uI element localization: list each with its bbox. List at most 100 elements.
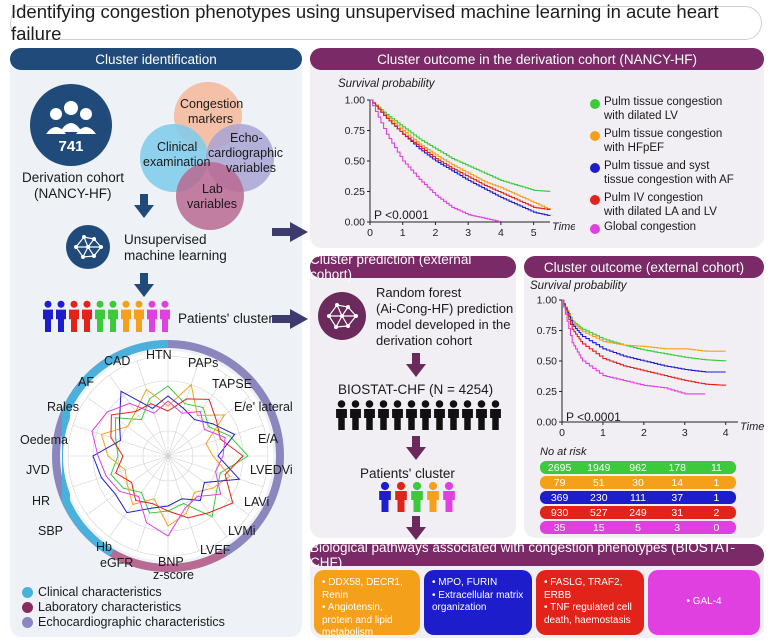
- km-legend-label: Global congestion: [604, 221, 697, 233]
- radar-label-zscore: z-score: [153, 568, 194, 582]
- person-icon: [443, 482, 455, 512]
- y-tick-label: 0.25: [345, 186, 366, 198]
- at-risk-value: 111: [630, 491, 646, 504]
- cluster-identification-header: Cluster identification: [10, 48, 302, 70]
- radar-grid-spoke: [108, 374, 169, 457]
- at-risk-value: 962: [629, 461, 647, 474]
- km-series-line: [562, 299, 706, 395]
- legend-lab-dot: [22, 602, 33, 613]
- arrow-down-icon: [134, 194, 154, 218]
- venn-diagram: [140, 82, 274, 230]
- radar-label-lvef: LVEF: [200, 543, 231, 557]
- y-tick-label: 0.75: [537, 325, 558, 337]
- at-risk-value: 79: [553, 476, 566, 489]
- at-risk-value: 2: [713, 506, 720, 519]
- y-tick-label: 1.00: [537, 295, 558, 307]
- x-tick-label: 2: [433, 227, 439, 239]
- y-tick-label: 0.25: [537, 386, 558, 398]
- person-icon: [378, 400, 389, 430]
- y-tick-label: 0.00: [537, 417, 558, 429]
- derivation-km-chart: 1.00 0.75 0.50 0.25 0.000 1 2 3 4 5 Time: [345, 95, 575, 240]
- radar-label-hb: Hb: [96, 540, 112, 554]
- legend-echo-label: Echocardiographic characteristics: [38, 615, 225, 629]
- x-tick-label: 0: [367, 227, 373, 239]
- ml-label: Unsupervised: [124, 232, 207, 247]
- radar-series-line: [92, 390, 241, 514]
- rf-label-1: Random forest: [376, 285, 462, 300]
- cohort-sublabel: (NANCY-HF): [34, 186, 112, 201]
- pathway-item: • Angiotensin, protein and lipid metabol…: [322, 602, 393, 638]
- rf-label-2: (Ai-Cong-HF) prediction: [376, 301, 514, 316]
- predicted-cluster-people: [378, 482, 458, 512]
- km-series-line: [370, 99, 551, 210]
- person-icon: [379, 482, 391, 512]
- x-tick-label: 1: [400, 227, 406, 239]
- venn-echo-label-3: variables: [226, 161, 277, 175]
- legend-echo-dot: [22, 617, 33, 628]
- venn-echo-label: Echo-: [230, 131, 263, 145]
- pathway-box-orange: • DDX58, DECR1, Renin • Angiotensin, pro…: [314, 570, 420, 638]
- arrow-right-icon: [272, 309, 308, 329]
- km-legend-label: Pulm IV congestion: [604, 192, 704, 204]
- radar-label-rales: Rales: [47, 400, 79, 414]
- external-ylabel: Survival probability: [530, 280, 627, 292]
- x-tick-label: 1: [600, 427, 606, 439]
- km-series-line: [370, 99, 551, 216]
- at-risk-value: 1: [713, 476, 720, 489]
- person-icon: [336, 400, 347, 430]
- radar-series-line: [110, 398, 244, 519]
- km-legend-dot: [590, 131, 600, 141]
- patients-cluster-people: [42, 300, 174, 334]
- external-pvalue: P <0.0001: [566, 410, 621, 424]
- pathway-item: • Extracellular matrix organization: [432, 589, 524, 614]
- x-tick-label: 5: [531, 227, 537, 239]
- radar-label-jvd: JVD: [26, 463, 50, 477]
- x-tick-label: 4: [498, 227, 504, 239]
- pathway-item: • GAL-4: [686, 596, 722, 607]
- radar-label-bnp: BNP: [158, 555, 184, 569]
- radar-chart: [52, 340, 284, 572]
- venn-lab-label: Lab: [202, 182, 223, 196]
- at-risk-value: 1: [713, 491, 720, 504]
- radar-label-lvedvi: LVEDVi: [250, 463, 293, 477]
- y-tick-label: 1.00: [345, 95, 366, 107]
- km-legend-label: with dilated LV: [604, 110, 678, 122]
- at-risk-value: 0: [713, 521, 720, 534]
- radar-label-lvmi: LVMi: [228, 524, 256, 538]
- person-icon: [420, 400, 431, 430]
- person-icon: [448, 400, 459, 430]
- derivation-outcome-header: Cluster outcome in the derivation cohort…: [310, 48, 764, 70]
- rf-label-4: derivation cohort: [376, 333, 473, 348]
- radar-grid-spoke: [167, 424, 264, 457]
- radar-label-paps: PAPs: [188, 356, 219, 370]
- km-legend-dot: [590, 224, 600, 234]
- radar-series-line: [91, 400, 226, 537]
- derivation-ylabel: Survival probability: [338, 78, 435, 90]
- at-risk-value: 930: [550, 506, 569, 519]
- km-series-line: [562, 299, 727, 386]
- at-risk-value: 3: [674, 521, 681, 534]
- at-risk-title: No at risk: [540, 446, 587, 458]
- person-icon: [350, 400, 361, 430]
- person-icon: [134, 300, 144, 332]
- at-risk-value: 249: [629, 506, 647, 519]
- km-series-line: [562, 299, 726, 352]
- ml-network-icon: [66, 225, 110, 269]
- at-risk-value: 14: [671, 476, 684, 489]
- arrow-down-icon: [406, 516, 426, 540]
- pathway-box-blue: • MPO, FURIN • Extracellular matrix orga…: [424, 570, 532, 635]
- km-legend-label: with HFpEF: [604, 142, 665, 154]
- prediction-header: Cluster prediction (external cohort): [310, 252, 516, 282]
- km-legend-dot: [590, 195, 600, 205]
- y-tick-label: 0.00: [345, 217, 366, 229]
- radar-label-sbp: SBP: [38, 524, 64, 538]
- radar-label-egfr: eGFR: [100, 556, 134, 570]
- km-series-line: [370, 99, 551, 192]
- at-risk-value: 2695: [547, 461, 572, 474]
- venn-lab-label-2: variables: [187, 197, 238, 211]
- person-icon: [43, 300, 53, 332]
- person-icon: [427, 482, 439, 512]
- pathway-item: • FASLG, TRAF2, ERBB: [544, 577, 623, 601]
- derivation-outcome-panel: Cluster outcome in the derivation cohort…: [310, 48, 764, 248]
- x-tick-label: 3: [682, 427, 688, 439]
